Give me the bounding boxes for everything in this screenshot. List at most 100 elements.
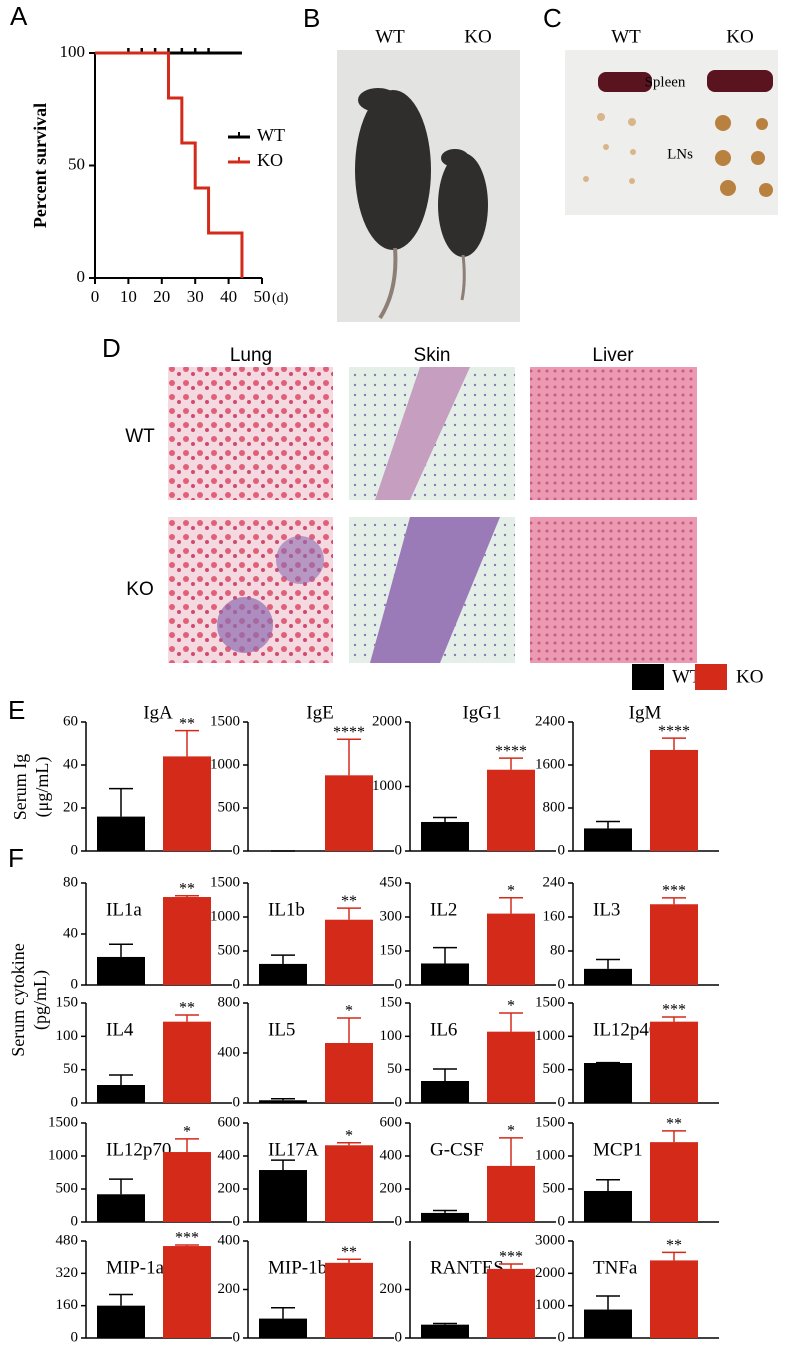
y-tick-label: 0 [71,842,79,858]
panel-label: C [543,3,562,33]
photo-label: WT [611,26,641,47]
y-tick-label: 150 [380,942,403,958]
significance: ** [341,1244,357,1261]
x-tick-label: 10 [120,287,137,306]
bar [487,1031,535,1103]
y-tick-label: 100 [380,1028,403,1044]
bar [259,1100,307,1103]
y-tick-label: 50 [63,1061,78,1077]
y-tick-label: 80 [550,942,565,958]
y-tick-label: 40 [63,756,78,772]
spleen-ko [707,70,773,92]
bar [487,913,535,985]
y-tick-label: 1000 [535,1028,565,1044]
y-tick-label: 500 [218,942,241,958]
significance: ** [666,1116,682,1133]
row-label: WT [125,426,155,447]
y-tick-label: 150 [380,994,403,1010]
significance: *** [499,1249,523,1266]
y-tick-label: 100 [60,42,86,61]
y-tick-label: 0 [395,1329,403,1345]
y-tick-label: 0 [71,1213,79,1229]
y-tick-label: 500 [218,799,241,815]
significance: ** [341,893,357,910]
bar [584,828,632,851]
significance: ** [179,715,195,732]
y-tick-label: 0 [233,1329,241,1345]
bar [650,1260,698,1338]
bar [650,904,698,985]
spleen-wt [598,72,652,92]
legend-label: WT [672,666,702,687]
significance: **** [333,724,365,741]
chart-title: IgG1 [462,702,501,723]
chart-title: IgE [306,702,333,723]
bar [584,1309,632,1338]
y-tick-label: 40 [63,925,78,941]
panel-label: F [8,843,24,873]
y-tick-label: 0 [71,1329,79,1345]
y-axis-label: Serum cytokine [8,943,28,1056]
y-tick-label: 50 [387,1061,402,1077]
bar [421,1212,469,1222]
y-tick-label: 20 [63,799,78,815]
organ-label: LNs [667,146,693,162]
legend-label: WT [257,125,285,145]
mouse-wt [355,90,431,250]
significance: * [507,1123,515,1140]
y-tick-label: 2400 [535,713,565,729]
bar [97,816,145,851]
chart-title: IL17A [268,1139,319,1160]
histology-detail [375,367,470,500]
bar [421,821,469,851]
y-tick-label: 1000 [210,908,240,924]
bar [163,1021,211,1103]
y-tick-label: 0 [395,842,403,858]
y-tick-label: 500 [543,1061,566,1077]
row-label: KO [126,579,153,600]
significance: * [345,1127,353,1144]
y-tick-label: 1500 [535,994,565,1010]
histology-detail [217,597,273,653]
y-tick-label: 1000 [535,1297,565,1313]
bar [97,1194,145,1222]
significance: ** [179,1000,195,1017]
chart-title: MIP-1a [106,1257,165,1278]
significance: * [507,882,515,899]
y-tick-label: 600 [380,1114,403,1130]
bar [163,756,211,851]
bar [487,769,535,851]
y-tick-label: 0 [233,842,241,858]
x-tick-label: 40 [220,287,237,306]
significance: *** [662,1002,686,1019]
y-tick-label: 200 [380,1180,403,1196]
chart-title: IgM [629,702,662,723]
organ-label: Spleen [645,74,686,90]
y-tick-label: 200 [380,1281,403,1297]
chart-title: IL12p40 [593,1019,658,1040]
y-tick-label: 400 [218,1044,241,1060]
bar [421,1081,469,1103]
panel-labels: A B C D E F [8,1,562,873]
panel-label: B [303,3,320,33]
chart-title: TNFa [593,1257,638,1278]
x-tick-label: 30 [187,287,204,306]
bar [650,1021,698,1103]
bar [421,963,469,985]
y-tick-label: 0 [233,1213,241,1229]
bar [325,1262,373,1338]
y-axis-label: (μg/mL) [32,757,53,818]
bar [487,1268,535,1338]
y-axis-label: (pg/mL) [30,970,51,1030]
y-tick-label: 800 [543,799,566,815]
panel-label: A [10,1,28,31]
y-tick-label: 1500 [210,874,240,890]
y-tick-label: 480 [56,1232,79,1248]
y-tick-label: 0 [233,1094,241,1110]
y-tick-label: 800 [218,994,241,1010]
y-tick-label: 400 [380,1147,403,1163]
y-tick-label: 200 [218,1180,241,1196]
y-tick-label: 160 [543,908,566,924]
y-tick-label: 60 [63,713,78,729]
